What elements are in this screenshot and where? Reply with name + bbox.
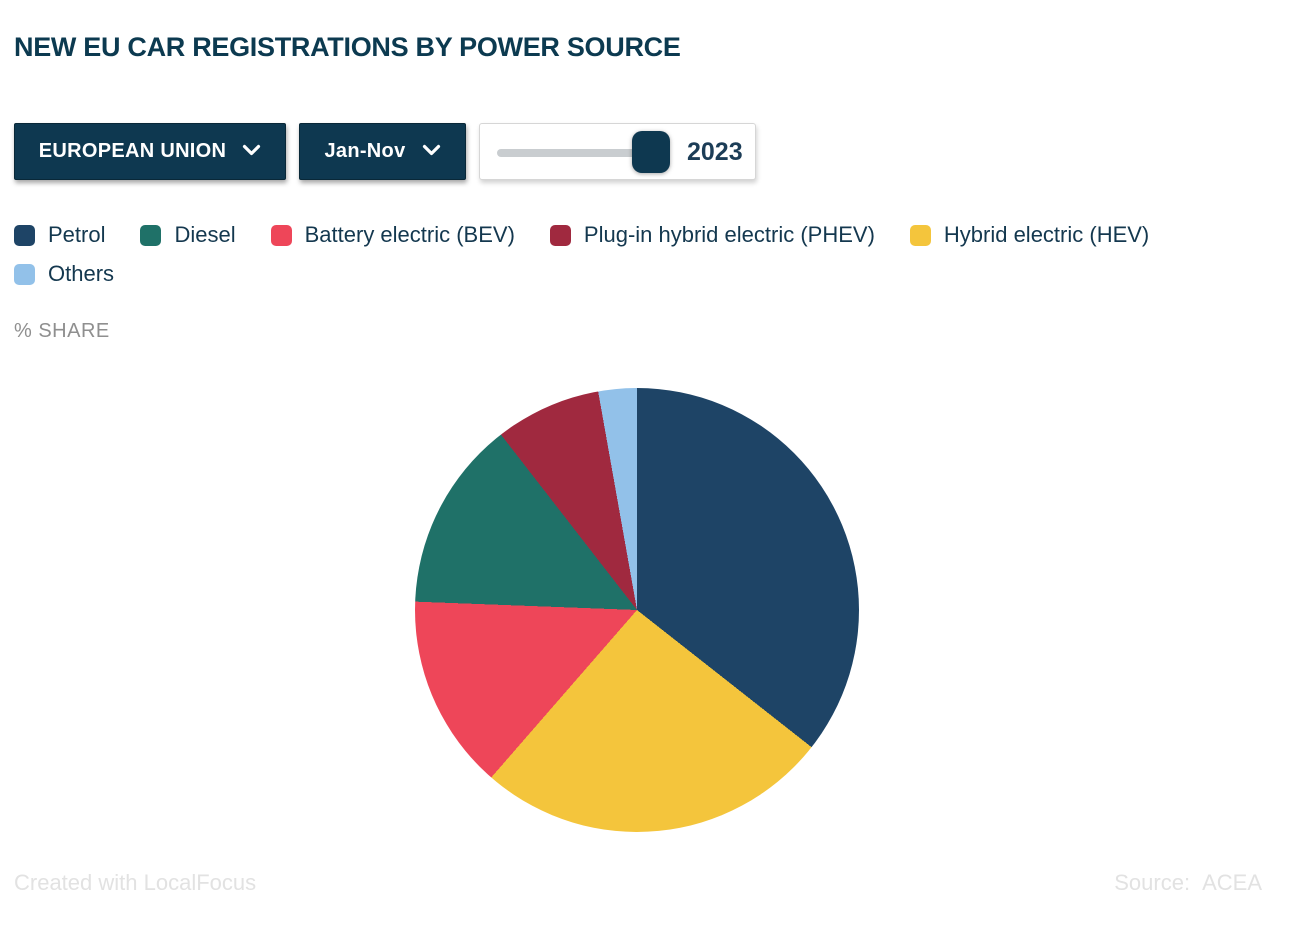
year-value: 2023: [687, 138, 743, 166]
unit-label: % SHARE: [14, 320, 110, 342]
controls-row: EUROPEAN UNION Jan-Nov 2023: [14, 123, 756, 180]
source-value: ACEA: [1202, 870, 1262, 895]
legend-item-others[interactable]: Others: [14, 259, 114, 289]
chevron-down-icon: [242, 140, 261, 163]
legend-swatch-hev-icon: [909, 224, 931, 246]
chevron-down-icon: [422, 140, 441, 163]
legend-item-hev[interactable]: Hybrid electric (HEV): [909, 220, 1150, 250]
legend-label-diesel: Diesel: [174, 222, 236, 247]
legend-label-bev: Battery electric (BEV): [304, 222, 515, 247]
page-title: NEW EU CAR REGISTRATIONS BY POWER SOURCE: [14, 32, 681, 62]
source-label: Source:: [1114, 870, 1191, 895]
legend-swatch-diesel-icon: [140, 224, 162, 246]
source-attribution: Source: ACEA: [1114, 870, 1262, 896]
year-slider[interactable]: 2023: [479, 123, 756, 180]
period-dropdown[interactable]: Jan-Nov: [299, 123, 466, 180]
legend-label-others: Others: [48, 261, 115, 286]
legend-label-hev: Hybrid electric (HEV): [943, 222, 1150, 247]
legend-swatch-petrol-icon: [14, 224, 35, 246]
period-dropdown-label: Jan-Nov: [324, 140, 406, 162]
legend-swatch-bev-icon: [270, 224, 292, 246]
region-dropdown[interactable]: EUROPEAN UNION: [14, 123, 286, 180]
legend: Petrol Diesel Battery electric (BEV) Plu…: [14, 220, 1282, 289]
legend-item-diesel[interactable]: Diesel: [140, 220, 236, 250]
legend-label-phev: Plug-in hybrid electric (PHEV): [583, 222, 875, 247]
legend-item-phev[interactable]: Plug-in hybrid electric (PHEV): [549, 220, 875, 250]
legend-item-bev[interactable]: Battery electric (BEV): [270, 220, 515, 250]
region-dropdown-label: EUROPEAN UNION: [38, 140, 227, 162]
legend-swatch-others-icon: [14, 263, 35, 285]
legend-item-petrol[interactable]: Petrol: [14, 220, 105, 250]
slider-track[interactable]: [497, 149, 669, 157]
slider-thumb[interactable]: [632, 131, 670, 173]
localfocus-credit-link[interactable]: Created with LocalFocus: [14, 870, 257, 895]
legend-swatch-phev-icon: [549, 224, 571, 246]
legend-label-petrol: Petrol: [48, 222, 106, 247]
pie-chart[interactable]: [415, 388, 859, 832]
